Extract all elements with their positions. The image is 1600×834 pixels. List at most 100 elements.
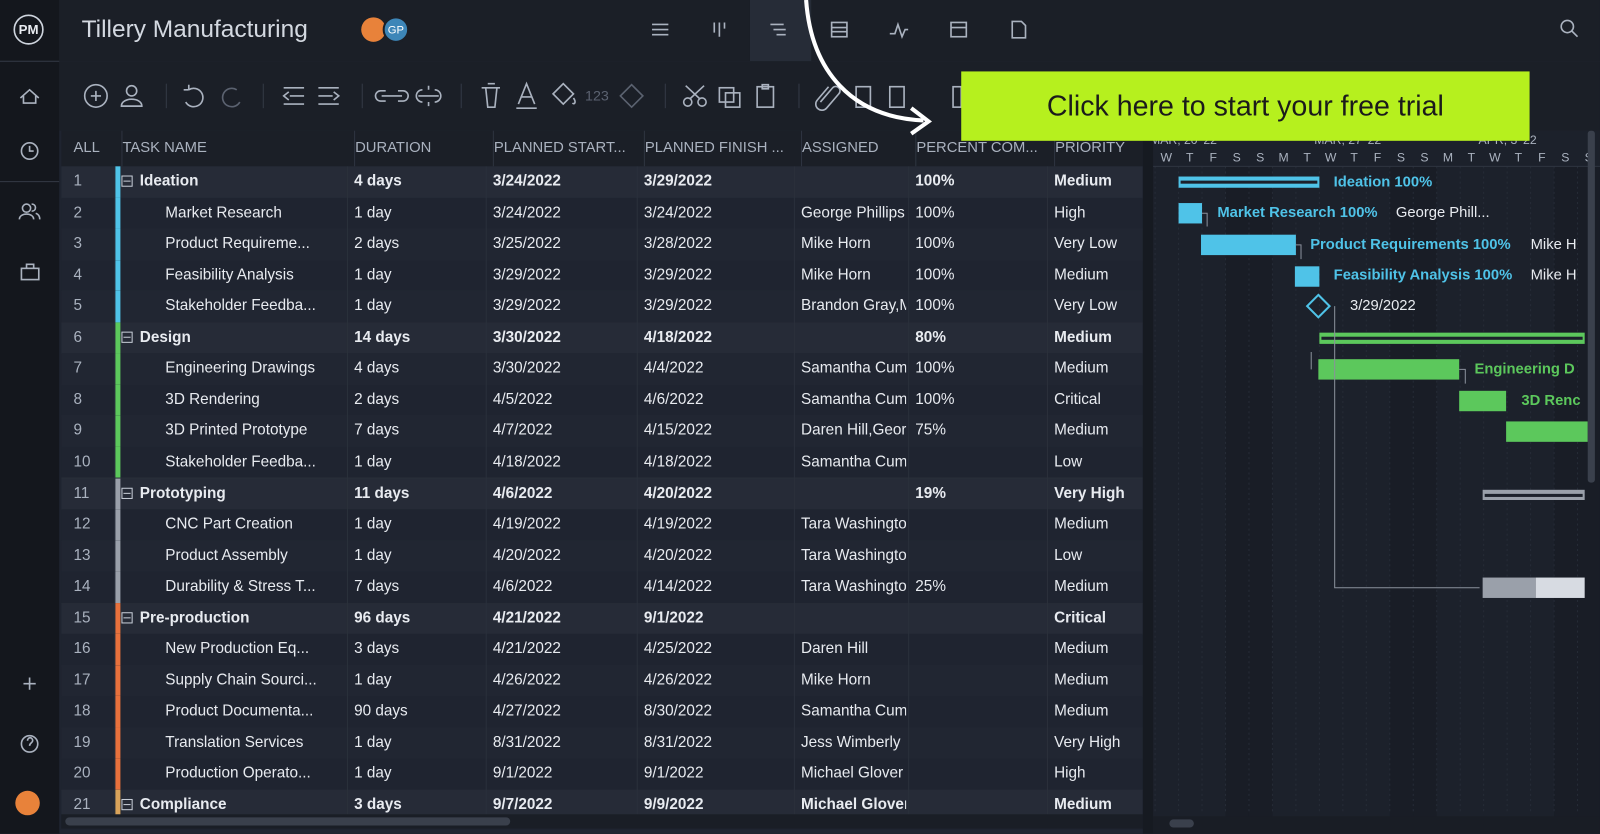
text-color-icon[interactable]	[516, 81, 537, 109]
group-row[interactable]: 15 Pre-production 96 days 4/21/2022 9/1/2022…	[61, 602, 1143, 635]
column-header[interactable]: TASK NAME	[121, 130, 344, 167]
task-bar[interactable]	[1506, 421, 1588, 442]
column-header[interactable]: DURATION	[354, 130, 484, 167]
task-bar[interactable]	[1482, 577, 1536, 598]
task-row[interactable]: 16 New Production Eq... 3 days 4/21/2022 4/2…	[61, 633, 1143, 667]
percent-complete: 100%	[915, 297, 955, 315]
outdent-icon[interactable]	[282, 86, 305, 105]
collapse-toggle[interactable]	[121, 175, 133, 187]
people-icon[interactable]	[21, 203, 32, 214]
column-divider	[346, 166, 348, 817]
collapse-toggle[interactable]	[121, 611, 133, 624]
attach-icon[interactable]	[815, 85, 841, 112]
planned-finish: 4/26/2022	[643, 671, 712, 689]
undo-icon[interactable]	[183, 84, 204, 108]
task-row[interactable]: 20 Production Operato... 1 day 9/1/2022 9/1/…	[61, 758, 1143, 791]
user-avatar[interactable]	[361, 17, 386, 42]
task-row[interactable]: 4 Feasibility Analysis 1 day 3/29/2022 3/29/…	[61, 259, 1143, 293]
group-row[interactable]: 21 Compliance 3 days 9/7/2022 9/9/2022 Michae…	[61, 789, 1143, 817]
task-name: Production Operato...	[165, 764, 311, 783]
task-row[interactable]: 14 Durability & Stress T... 7 days 4/6/2022…	[61, 571, 1143, 604]
task-row[interactable]: 12 CNC Part Creation 1 day 4/19/2022 4/19/20…	[61, 509, 1143, 542]
files-icon[interactable]	[1011, 20, 1027, 39]
search-icon[interactable]	[1560, 19, 1575, 34]
link-icon[interactable]	[374, 89, 409, 102]
group-color-strip	[115, 291, 121, 323]
logo[interactable]: PM	[19, 22, 39, 37]
dependency-lines	[1202, 212, 1480, 589]
columns-icon[interactable]	[952, 85, 963, 108]
copy-icon[interactable]	[718, 86, 735, 103]
delete-icon[interactable]	[481, 82, 500, 108]
gantt-scroll-thumb[interactable]	[1169, 819, 1194, 828]
task-bar[interactable]	[1459, 390, 1507, 412]
active-view-tab[interactable]	[749, 0, 812, 62]
task-name: Market Research	[165, 203, 282, 221]
doc-icon[interactable]	[888, 85, 905, 108]
task-row[interactable]: 9 3D Printed Prototype 7 days 4/7/2022 4/15/…	[61, 415, 1143, 448]
cut-icon[interactable]	[682, 97, 693, 107]
group-row[interactable]: 11 Prototyping 11 days 4/6/2022 4/20/2022 19%…	[61, 478, 1143, 511]
task-row[interactable]: 19 Translation Services 1 day 8/31/2022 8/31…	[61, 727, 1143, 760]
task-bar[interactable]	[1178, 203, 1203, 224]
task-row[interactable]: 17 Supply Chain Sourci... 1 day 4/26/2022 4/…	[61, 665, 1143, 698]
profile-avatar[interactable]	[15, 790, 40, 816]
column-header[interactable]: ALL	[73, 139, 100, 157]
gantt-v-scroll[interactable]	[1587, 130, 1595, 483]
calendar-icon[interactable]	[950, 21, 968, 38]
task-row[interactable]: 8 3D Rendering 2 days 4/5/2022 4/6/2022 Saman…	[61, 384, 1143, 417]
duration: 1 day	[354, 203, 392, 221]
clock-icon[interactable]	[20, 142, 39, 160]
free-trial-button[interactable]: Click here to start your free trial	[961, 71, 1530, 141]
group-row[interactable]: 1 Ideation 4 days 3/24/2022 3/29/2022 100% Med…	[61, 166, 1143, 199]
home-icon[interactable]	[19, 88, 40, 104]
milestone-icon[interactable]	[619, 83, 645, 109]
collapse-toggle[interactable]	[121, 331, 133, 343]
splitter[interactable]	[1142, 130, 1154, 834]
add-task-icon[interactable]	[83, 83, 108, 108]
briefcase-icon[interactable]	[20, 267, 40, 281]
group-color-strip	[115, 166, 121, 198]
avatar-badge[interactable]	[382, 16, 410, 43]
milestone[interactable]	[1305, 293, 1332, 319]
task-row[interactable]: 2 Market Research 1 day 3/24/2022 3/24/2022 G…	[61, 197, 1143, 230]
list-view-icon[interactable]	[652, 23, 669, 36]
collapse-toggle[interactable]	[121, 487, 133, 499]
task-bar[interactable]	[1294, 266, 1320, 287]
collapse-toggle[interactable]	[121, 798, 133, 811]
fill-color-icon[interactable]	[551, 82, 576, 106]
gantt-view-icon[interactable]	[770, 23, 786, 36]
task-row[interactable]: 5 Stakeholder Feedba... 1 day 3/29/2022 3/29…	[61, 291, 1143, 324]
column-header[interactable]: PERCENT COM...	[915, 130, 1045, 167]
task-bar-remaining[interactable]	[1535, 577, 1585, 598]
sheet-view-icon[interactable]	[830, 21, 848, 38]
day-label: S	[1397, 150, 1405, 164]
task-bar[interactable]	[1201, 234, 1296, 256]
notes-icon[interactable]	[855, 85, 872, 108]
task-row[interactable]: 3 Product Requireme... 2 days 3/25/2022 3/28…	[61, 228, 1143, 261]
dashboard-icon[interactable]	[889, 21, 909, 40]
column-header[interactable]: PLANNED FINISH ...	[643, 130, 792, 167]
redo-icon[interactable]	[221, 87, 241, 108]
task-bar[interactable]	[1318, 359, 1460, 380]
planned-start: 4/18/2022	[492, 452, 561, 471]
assign-icon[interactable]	[125, 84, 138, 97]
unlink-icon[interactable]	[415, 85, 442, 107]
task-row[interactable]: 7 Engineering Drawings 4 days 3/30/2022 4/4/…	[61, 353, 1143, 386]
task-row[interactable]: 13 Product Assembly 1 day 4/20/2022 4/20/202…	[61, 540, 1143, 573]
paste-icon[interactable]	[756, 85, 775, 108]
priority: Low	[1054, 452, 1083, 471]
board-view-icon[interactable]	[713, 22, 726, 37]
number-format-label[interactable]: 123	[585, 89, 609, 105]
planned-finish: 4/4/2022	[643, 359, 704, 377]
group-row[interactable]: 6 Design 14 days 3/30/2022 4/18/2022 80% Mediu…	[61, 322, 1143, 355]
help-icon[interactable]	[20, 734, 39, 753]
column-header[interactable]: PLANNED START...	[492, 130, 635, 167]
indent-icon[interactable]	[318, 86, 341, 105]
task-row[interactable]: 10 Stakeholder Feedba... 1 day 4/18/2022 4/1…	[61, 446, 1143, 480]
add-icon[interactable]	[23, 677, 36, 690]
column-header[interactable]: PRIORITY	[1054, 130, 1141, 167]
column-header[interactable]: ASSIGNED	[801, 130, 906, 167]
task-row[interactable]: 18 Product Documenta... 90 days 4/27/2022 8/…	[61, 696, 1143, 729]
h-scroll-thumb[interactable]	[65, 817, 511, 826]
